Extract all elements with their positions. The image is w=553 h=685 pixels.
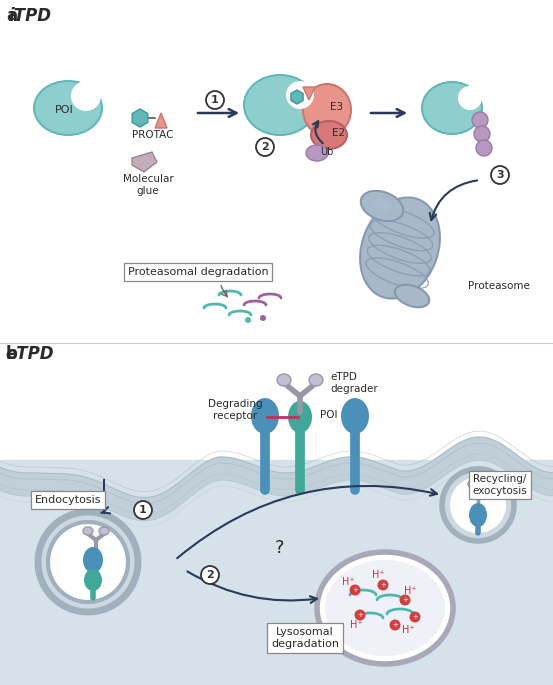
Ellipse shape (99, 527, 109, 535)
Circle shape (134, 501, 152, 519)
Text: 1: 1 (139, 505, 147, 515)
Text: Lysosomal
degradation: Lysosomal degradation (271, 627, 339, 649)
Circle shape (349, 584, 361, 595)
Bar (0, 460, 553, 685)
Circle shape (476, 140, 492, 156)
Polygon shape (325, 560, 445, 656)
Ellipse shape (288, 401, 312, 433)
Polygon shape (291, 90, 303, 104)
Text: 3: 3 (496, 170, 504, 180)
Circle shape (410, 612, 420, 623)
Circle shape (491, 166, 509, 184)
Circle shape (399, 595, 410, 606)
Ellipse shape (469, 503, 487, 527)
Text: iTPD: iTPD (8, 7, 51, 25)
Text: eTPD: eTPD (6, 345, 54, 363)
Polygon shape (303, 87, 315, 100)
Text: eTPD
degrader: eTPD degrader (330, 372, 378, 394)
Circle shape (474, 126, 490, 142)
Circle shape (378, 580, 389, 590)
Text: +: + (357, 612, 363, 618)
Circle shape (201, 566, 219, 584)
Text: 2: 2 (206, 570, 214, 580)
Text: Proteasome: Proteasome (468, 281, 530, 291)
Text: H⁺: H⁺ (372, 570, 384, 580)
Text: +: + (392, 622, 398, 628)
Text: POI: POI (55, 105, 74, 115)
Text: +: + (352, 587, 358, 593)
Ellipse shape (311, 121, 347, 149)
Text: 1: 1 (211, 95, 219, 105)
Text: H⁺: H⁺ (342, 577, 354, 587)
Text: +: + (412, 614, 418, 620)
Text: a: a (7, 7, 18, 25)
Circle shape (260, 315, 266, 321)
Ellipse shape (372, 199, 392, 214)
Ellipse shape (480, 480, 488, 488)
Text: Molecular
glue: Molecular glue (123, 174, 174, 196)
Circle shape (472, 112, 488, 128)
Text: PROTAC: PROTAC (132, 130, 174, 140)
Ellipse shape (83, 527, 93, 535)
Text: Degrading
receptor: Degrading receptor (208, 399, 262, 421)
Text: Recycling/
exocytosis: Recycling/ exocytosis (473, 474, 528, 496)
Polygon shape (132, 109, 148, 127)
Text: +: + (402, 597, 408, 603)
Text: E2: E2 (332, 128, 346, 138)
Circle shape (256, 138, 274, 156)
Polygon shape (317, 552, 453, 664)
Circle shape (71, 81, 101, 111)
Text: H⁺: H⁺ (404, 586, 416, 596)
Polygon shape (38, 512, 138, 612)
Ellipse shape (422, 82, 482, 134)
Polygon shape (48, 522, 128, 602)
Ellipse shape (341, 398, 369, 434)
Ellipse shape (395, 285, 429, 308)
Polygon shape (132, 152, 157, 172)
Circle shape (206, 91, 224, 109)
Text: b: b (6, 345, 18, 363)
Text: H⁺: H⁺ (349, 620, 362, 630)
Text: H⁺: H⁺ (401, 625, 414, 635)
Ellipse shape (468, 480, 476, 488)
Ellipse shape (244, 75, 316, 135)
Polygon shape (450, 477, 506, 533)
Text: E3: E3 (331, 102, 343, 112)
Ellipse shape (360, 197, 440, 299)
Text: Proteasomal degradation: Proteasomal degradation (128, 267, 268, 277)
Text: POI: POI (320, 410, 337, 420)
Polygon shape (0, 437, 553, 521)
Ellipse shape (83, 547, 103, 573)
Polygon shape (155, 113, 167, 128)
Ellipse shape (309, 374, 323, 386)
Circle shape (245, 317, 251, 323)
Circle shape (458, 86, 482, 110)
Circle shape (389, 619, 400, 630)
Ellipse shape (361, 191, 403, 221)
Text: Ub: Ub (320, 147, 333, 157)
Ellipse shape (303, 84, 351, 136)
Circle shape (286, 81, 314, 109)
Ellipse shape (306, 145, 328, 161)
Ellipse shape (251, 398, 279, 434)
Ellipse shape (34, 81, 102, 135)
Polygon shape (442, 469, 514, 541)
Ellipse shape (84, 569, 102, 591)
Text: 2: 2 (261, 142, 269, 152)
Circle shape (354, 610, 366, 621)
Ellipse shape (277, 374, 291, 386)
Text: ?: ? (275, 539, 285, 557)
Text: Endocytosis: Endocytosis (35, 495, 101, 505)
Text: +: + (380, 582, 386, 588)
